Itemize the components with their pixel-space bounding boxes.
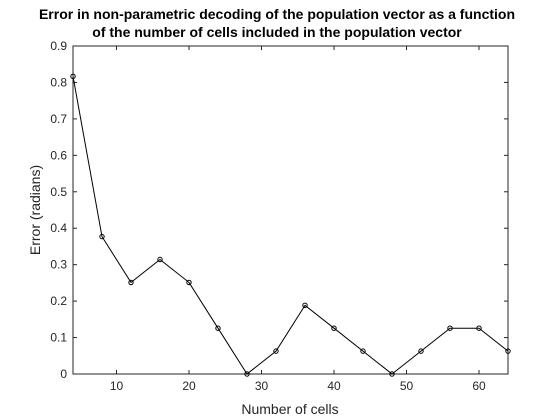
y-tick-label: 0.6 (50, 148, 67, 162)
series-group (70, 73, 511, 377)
y-tick-label: 0.7 (50, 112, 67, 126)
data-point (186, 279, 192, 286)
data-point (418, 348, 424, 354)
data-point (389, 371, 395, 377)
x-tick-label: 50 (400, 379, 414, 393)
data-point (273, 348, 279, 354)
data-point (360, 348, 366, 354)
chart-title-line-2: of the number of cells included in the p… (92, 24, 462, 40)
x-tick-label: 40 (327, 379, 341, 393)
y-tick-label: 0.8 (50, 75, 67, 89)
x-tick-label: 30 (255, 379, 269, 393)
y-axis-label: Error (radians) (27, 165, 43, 255)
data-point (331, 325, 337, 331)
data-point (244, 371, 250, 377)
chart-title-line-1: Error in non-parametric decoding of the … (39, 6, 515, 22)
x-tick-label: 60 (472, 379, 486, 393)
x-tick-label: 10 (110, 379, 124, 393)
y-tick-label: 0.1 (50, 331, 67, 345)
data-point (447, 325, 453, 331)
y-tick-label: 0.9 (50, 39, 67, 53)
y-tick-label: 0.4 (50, 221, 67, 235)
plot-area (72, 45, 509, 375)
y-tick-label: 0.3 (50, 258, 67, 272)
data-point (302, 302, 308, 309)
x-tick-label: 20 (182, 379, 196, 393)
y-tick-label: 0.5 (50, 185, 67, 199)
data-point (215, 325, 221, 331)
y-tick-label: 0.2 (50, 294, 67, 308)
data-point (128, 279, 134, 286)
data-point (476, 325, 482, 331)
y-axis-ticks: 0 0.1 0.2 0.3 0.4 0.5 0.6 0.7 0.8 0.9 (50, 39, 508, 381)
series-line (72, 76, 509, 375)
y-tick-label: 0 (60, 367, 67, 381)
x-axis-label: Number of cells (241, 401, 338, 417)
data-point (505, 348, 511, 354)
data-point (99, 233, 105, 240)
data-point (70, 73, 76, 80)
x-axis-ticks: 10 20 30 40 50 60 (110, 46, 486, 393)
data-point (157, 256, 163, 263)
